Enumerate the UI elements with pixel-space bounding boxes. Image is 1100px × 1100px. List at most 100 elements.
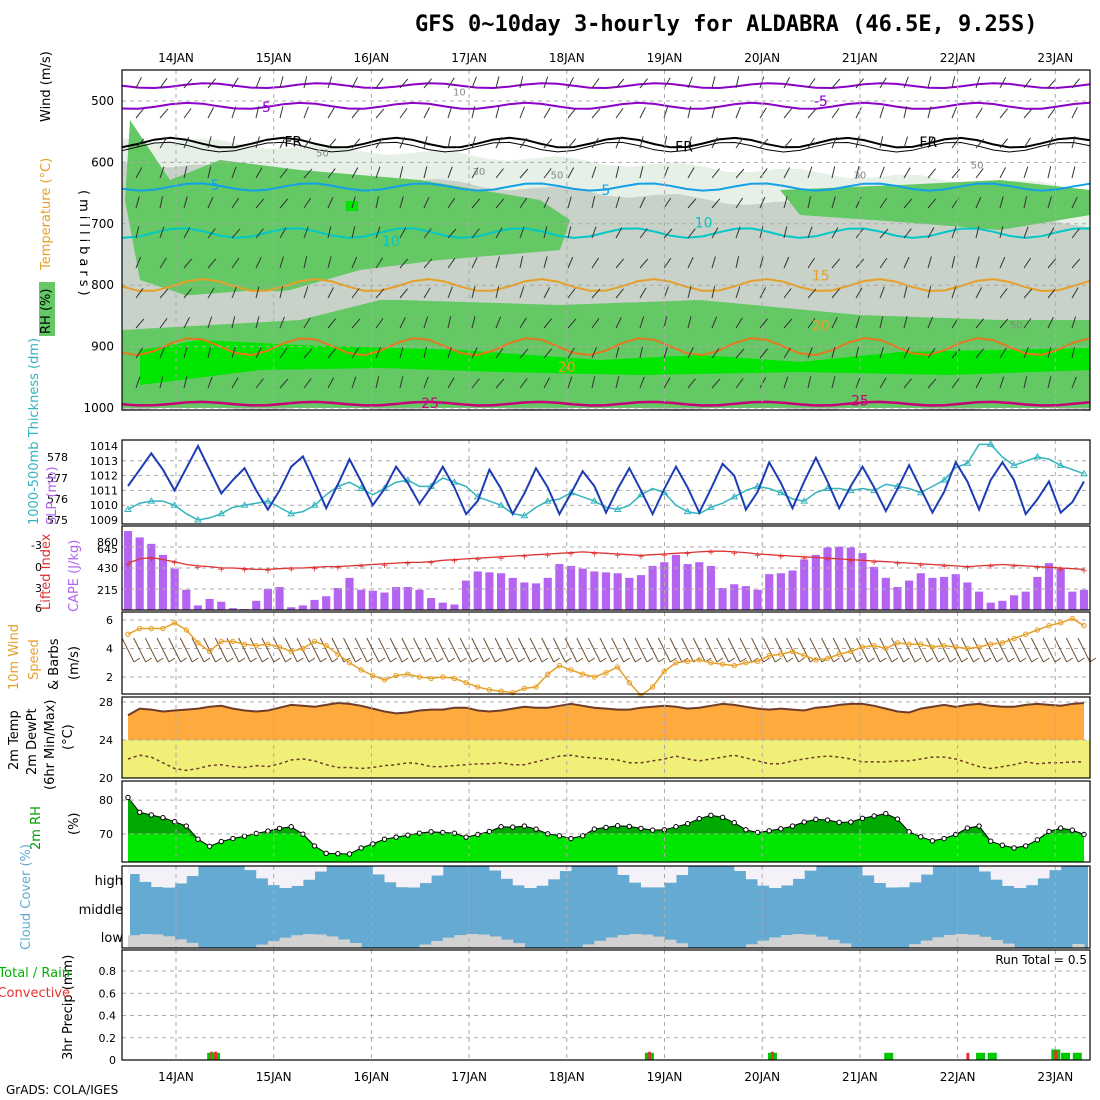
- wind-barb: [303, 286, 309, 299]
- wind10-barb: [972, 637, 986, 663]
- slp-tick-label: 1010: [90, 499, 118, 512]
- rh2m-marker: [428, 829, 434, 835]
- wind-barb: [159, 288, 169, 299]
- wind-barb: [807, 376, 812, 389]
- wind-barb: [639, 228, 648, 239]
- wind-barb: [495, 106, 500, 119]
- high-cloud-gap: [909, 866, 922, 883]
- li-marker: +: [800, 554, 808, 564]
- date-label-top: 17JAN: [451, 51, 487, 65]
- rh2m-marker: [871, 813, 877, 819]
- wind10-barb-flag: [903, 657, 910, 663]
- wind-barb: [327, 76, 333, 89]
- rh2m-marker: [1011, 845, 1017, 851]
- wind10-barb: [203, 637, 217, 663]
- li-marker: +: [1080, 566, 1088, 576]
- wind-barb: [783, 256, 790, 269]
- wind10-marker: [218, 638, 224, 645]
- contour-label: 50: [316, 148, 329, 159]
- wind10-barb: [657, 637, 671, 663]
- wind-barb: [279, 378, 289, 389]
- wind-barb: [1023, 166, 1029, 179]
- wind10-marker: [545, 671, 551, 677]
- wind-barb: [591, 166, 597, 179]
- cape-bar: [741, 586, 750, 610]
- cape-bar: [135, 537, 144, 610]
- wind10-barb-flag: [378, 657, 386, 663]
- wind-barb: [975, 107, 983, 119]
- thickness-axis-label: 1000-500mb Thickness (dm): [27, 338, 42, 525]
- wind10-barb-flag: [646, 657, 654, 663]
- cape-bar: [287, 607, 296, 610]
- date-label-bottom: 18JAN: [549, 1070, 585, 1084]
- wind-barb: [327, 348, 337, 359]
- high-cloud-gap: [244, 866, 257, 871]
- temp-contour-25: [121, 400, 1091, 407]
- wind-barb: [543, 196, 550, 209]
- wind-barb: [519, 378, 528, 389]
- wind10-barb: [984, 637, 998, 663]
- cape-bar: [648, 565, 657, 610]
- low-cloud-gap: [256, 944, 269, 948]
- thickness-marker: [613, 505, 622, 512]
- wind10-marker: [626, 680, 633, 686]
- date-label-bottom: 19JAN: [647, 1070, 683, 1084]
- wind10-barb-flag: [366, 657, 374, 663]
- high-cloud-gap: [256, 866, 269, 879]
- wind10-marker: [813, 657, 819, 663]
- wind-barb: [375, 257, 383, 269]
- li-marker: +: [404, 559, 412, 569]
- wind10-barb: [343, 637, 356, 663]
- wind-barb: [567, 108, 576, 119]
- cape-bar: [613, 573, 622, 610]
- wind10-barb: [681, 637, 695, 663]
- rh2m-marker: [1034, 837, 1041, 843]
- wind-barb: [303, 226, 309, 239]
- wind-barb: [615, 78, 625, 89]
- thickness-marker: [310, 501, 319, 508]
- li-marker: +: [1057, 565, 1065, 575]
- wind10-marker: [929, 644, 936, 650]
- wind10-barb: [156, 637, 170, 663]
- rh2m-marker: [568, 835, 574, 842]
- low-cloud-gap: [594, 940, 607, 948]
- wind10-marker: [195, 640, 201, 646]
- wind10-marker: [358, 667, 364, 673]
- rh2m-marker: [789, 823, 796, 829]
- cape-bar: [322, 596, 331, 610]
- wind-barb: [999, 138, 1009, 149]
- wind10-barb: [599, 637, 613, 663]
- rh2m-marker: [416, 830, 423, 836]
- wind-barb: [447, 286, 453, 299]
- wind-barb: [135, 77, 142, 89]
- wind-barb: [1047, 376, 1052, 389]
- wind-barb: [303, 76, 308, 89]
- rh2m-marker: [358, 845, 364, 851]
- wind-barb: [375, 78, 384, 89]
- low-cloud-gap: [174, 939, 187, 948]
- low-cloud-gap: [827, 939, 840, 948]
- wind-barb: [879, 166, 885, 179]
- wind10-barb: [284, 637, 298, 663]
- wind10-barb: [319, 637, 333, 663]
- low-cloud-gap: [326, 936, 339, 948]
- thickness-marker: [1033, 453, 1042, 460]
- wind-barb: [1071, 376, 1077, 389]
- rh2m-marker: [230, 835, 236, 842]
- low-cloud-gap: [477, 934, 490, 948]
- date-label-bottom: 22JAN: [940, 1070, 976, 1084]
- wind10-barb: [401, 637, 415, 663]
- wind-barb: [687, 228, 696, 239]
- wind-barb: [351, 196, 356, 209]
- cape-bar: [636, 575, 646, 610]
- wind10-marker: [871, 642, 877, 649]
- wind10-marker: [125, 631, 131, 637]
- precip-total-bar: [987, 1052, 997, 1060]
- wind-barb: [879, 346, 885, 359]
- wind-barb: [375, 196, 380, 209]
- cape-bar: [357, 589, 366, 610]
- wind-barb: [567, 318, 577, 329]
- wind10-marker: [1081, 623, 1087, 629]
- thickness-marker: [497, 501, 505, 508]
- wind-barb: [735, 256, 740, 269]
